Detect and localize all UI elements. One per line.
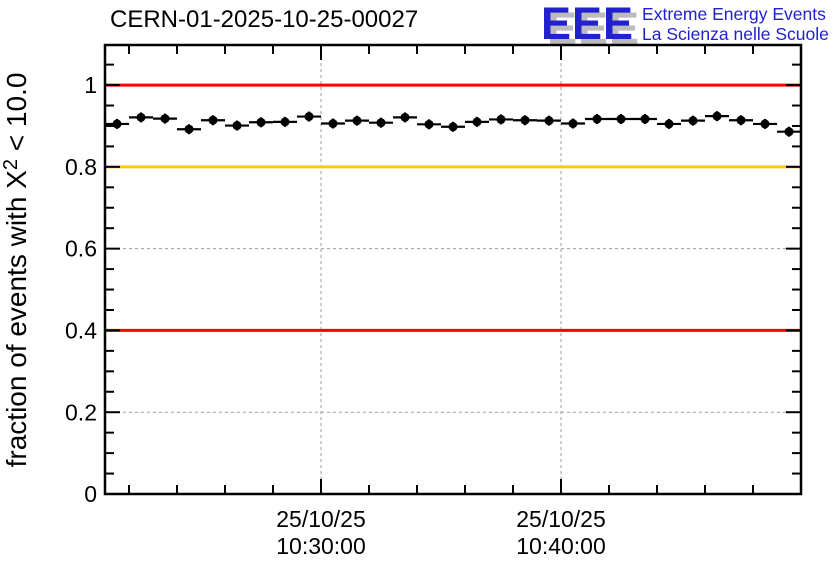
plot-frame — [103, 43, 803, 496]
data-point — [208, 115, 218, 125]
data-point — [232, 121, 242, 131]
data-point — [352, 116, 362, 126]
data-point — [328, 119, 338, 129]
data-point — [280, 117, 290, 127]
data-point — [112, 119, 122, 129]
data-point — [568, 119, 578, 129]
data-point — [712, 111, 722, 121]
data-point — [400, 112, 410, 122]
data-point — [496, 114, 506, 124]
x-tick-label-time: 10:30:00 — [276, 533, 366, 559]
data-point — [160, 114, 170, 124]
data-point — [448, 122, 458, 132]
eee-logo-line2: La Scienza nelle Scuole — [642, 24, 829, 44]
y-tick-label: 0 — [84, 481, 97, 507]
data-point — [592, 114, 602, 124]
data-point — [664, 119, 674, 129]
data-point — [688, 116, 698, 126]
x-tick-label-time: 10:40:00 — [516, 533, 606, 559]
page-title: CERN-01-2025-10-25-00027 — [110, 6, 419, 33]
data-point — [136, 112, 146, 122]
y-tick-label: 0.6 — [65, 236, 97, 262]
x-tick-label-date: 25/10/25 — [516, 506, 606, 532]
data-point — [376, 118, 386, 128]
data-point — [736, 115, 746, 125]
x-tick-label-date: 25/10/25 — [276, 506, 366, 532]
data-point — [472, 117, 482, 127]
y-tick-label: 1 — [84, 72, 97, 98]
data-point — [424, 119, 434, 129]
eee-logo-line1: Extreme Energy Events — [642, 4, 826, 24]
data-point — [304, 112, 314, 122]
y-tick-label: 0.8 — [65, 154, 97, 180]
y-axis-title: fraction of events with X2 < 10.0 — [0, 73, 32, 468]
data-point — [784, 127, 794, 137]
data-point — [544, 116, 554, 126]
eee-logo: EEE Extreme Energy Events La Scienza nel… — [541, 0, 829, 48]
eee-logo-text: Extreme Energy Events La Scienza nelle S… — [642, 4, 829, 44]
y-tick-label: 0.4 — [65, 317, 97, 343]
eee-logo-letters: EEE — [541, 0, 635, 49]
data-point — [520, 115, 530, 125]
data-point — [640, 114, 650, 124]
data-point — [616, 114, 626, 124]
y-tick-label: 0.2 — [65, 399, 97, 425]
data-point — [184, 124, 194, 134]
data-point — [256, 117, 266, 127]
data-point — [760, 119, 770, 129]
